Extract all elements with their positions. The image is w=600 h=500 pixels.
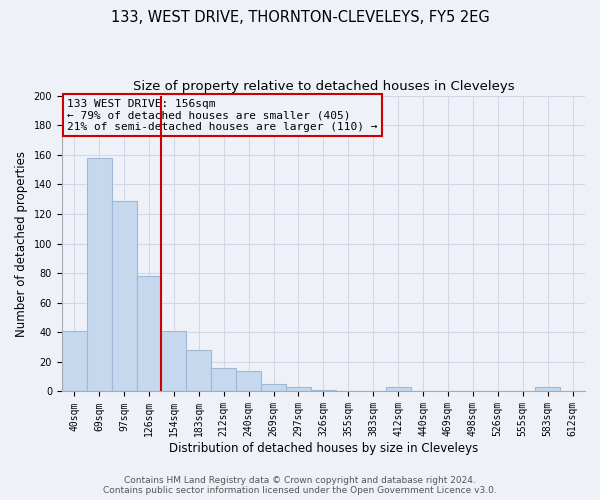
Title: Size of property relative to detached houses in Cleveleys: Size of property relative to detached ho… [133, 80, 514, 93]
Text: 133 WEST DRIVE: 156sqm
← 79% of detached houses are smaller (405)
21% of semi-de: 133 WEST DRIVE: 156sqm ← 79% of detached… [67, 98, 377, 132]
Bar [236, 371, 261, 392]
Bar [286, 387, 311, 392]
Bar [535, 387, 560, 392]
Bar [112, 200, 137, 392]
Bar [187, 350, 211, 392]
Bar [386, 387, 410, 392]
Bar [62, 331, 86, 392]
Text: Contains HM Land Registry data © Crown copyright and database right 2024.
Contai: Contains HM Land Registry data © Crown c… [103, 476, 497, 495]
Bar [137, 276, 161, 392]
Bar [161, 331, 187, 392]
X-axis label: Distribution of detached houses by size in Cleveleys: Distribution of detached houses by size … [169, 442, 478, 455]
Text: 133, WEST DRIVE, THORNTON-CLEVELEYS, FY5 2EG: 133, WEST DRIVE, THORNTON-CLEVELEYS, FY5… [110, 10, 490, 25]
Y-axis label: Number of detached properties: Number of detached properties [15, 150, 28, 336]
Bar [311, 390, 336, 392]
Bar [86, 158, 112, 392]
Bar [261, 384, 286, 392]
Bar [211, 368, 236, 392]
